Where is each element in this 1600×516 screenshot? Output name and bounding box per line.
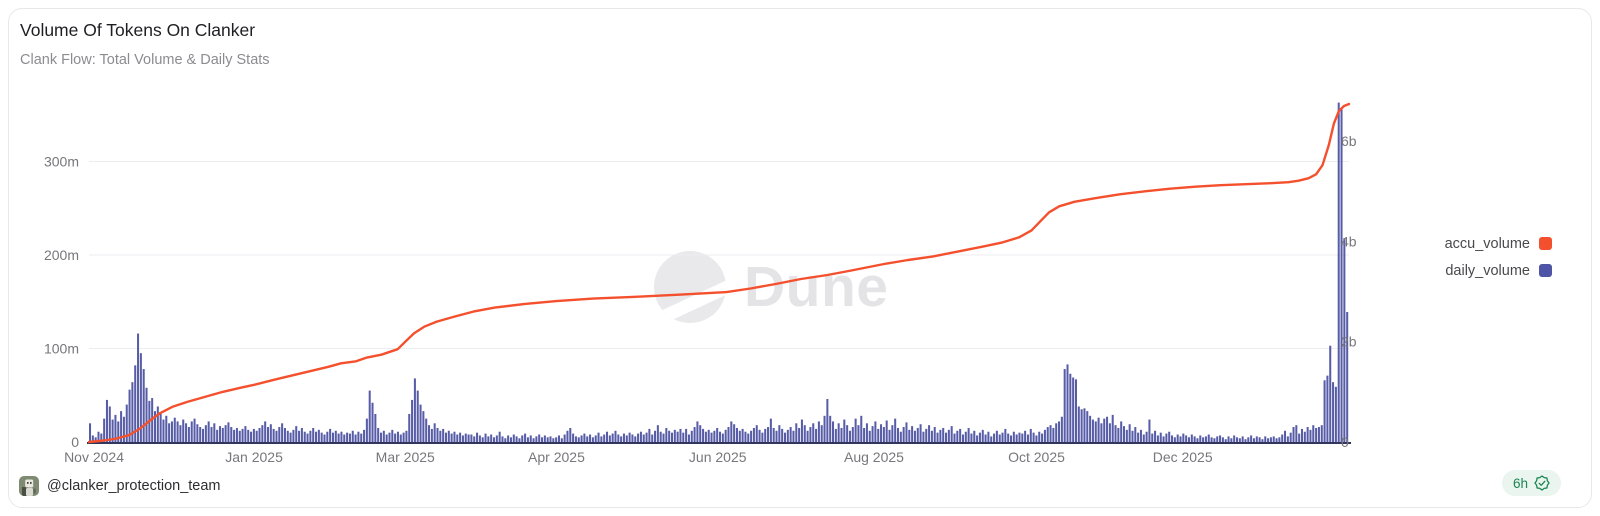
svg-text:Dec 2025: Dec 2025 — [1153, 449, 1213, 465]
refresh-status-badge[interactable]: 6h — [1501, 470, 1561, 496]
svg-text:Oct 2025: Oct 2025 — [1008, 449, 1065, 465]
svg-text:0: 0 — [71, 434, 79, 450]
refresh-age-label: 6h — [1512, 475, 1528, 491]
svg-text:300m: 300m — [44, 154, 79, 170]
chart-legend: accu_volume daily_volume — [1445, 230, 1552, 284]
legend-item-daily-volume[interactable]: daily_volume — [1445, 257, 1552, 284]
svg-text:Aug 2025: Aug 2025 — [844, 449, 904, 465]
svg-text:100m: 100m — [44, 341, 79, 357]
accu-volume-swatch-icon — [1539, 237, 1552, 250]
author-handle[interactable]: @clanker_protection_team — [47, 478, 221, 494]
svg-text:Jun 2025: Jun 2025 — [689, 449, 747, 465]
chart-plot[interactable]: 0 100m 200m 300m 0 2b 4b 6b Nov 2024 Jan 2025 Mar … — [9, 9, 1591, 507]
svg-text:Mar 2025: Mar 2025 — [376, 449, 435, 465]
legend-label: daily_volume — [1445, 262, 1530, 279]
legend-item-accu-volume[interactable]: accu_volume — [1445, 230, 1552, 257]
svg-text:Nov 2024: Nov 2024 — [64, 449, 124, 465]
legend-label: accu_volume — [1444, 235, 1530, 252]
svg-text:Apr 2025: Apr 2025 — [528, 449, 585, 465]
author-attribution: @clanker_protection_team — [19, 476, 221, 496]
svg-text:0: 0 — [1341, 434, 1349, 450]
daily-volume-swatch-icon — [1539, 264, 1552, 277]
page-title: Volume Of Tokens On Clanker — [20, 20, 256, 40]
page-subtitle: Clank Flow: Total Volume & Daily Stats — [20, 52, 270, 68]
svg-text:6b: 6b — [1341, 133, 1357, 149]
svg-text:200m: 200m — [44, 247, 79, 263]
svg-text:2b: 2b — [1341, 334, 1357, 350]
verified-check-icon — [1534, 475, 1550, 491]
author-avatar — [19, 476, 39, 496]
svg-text:Jan 2025: Jan 2025 — [225, 449, 283, 465]
chart-card: Volume Of Tokens On Clanker Clank Flow: … — [8, 8, 1592, 508]
svg-text:4b: 4b — [1341, 233, 1357, 249]
